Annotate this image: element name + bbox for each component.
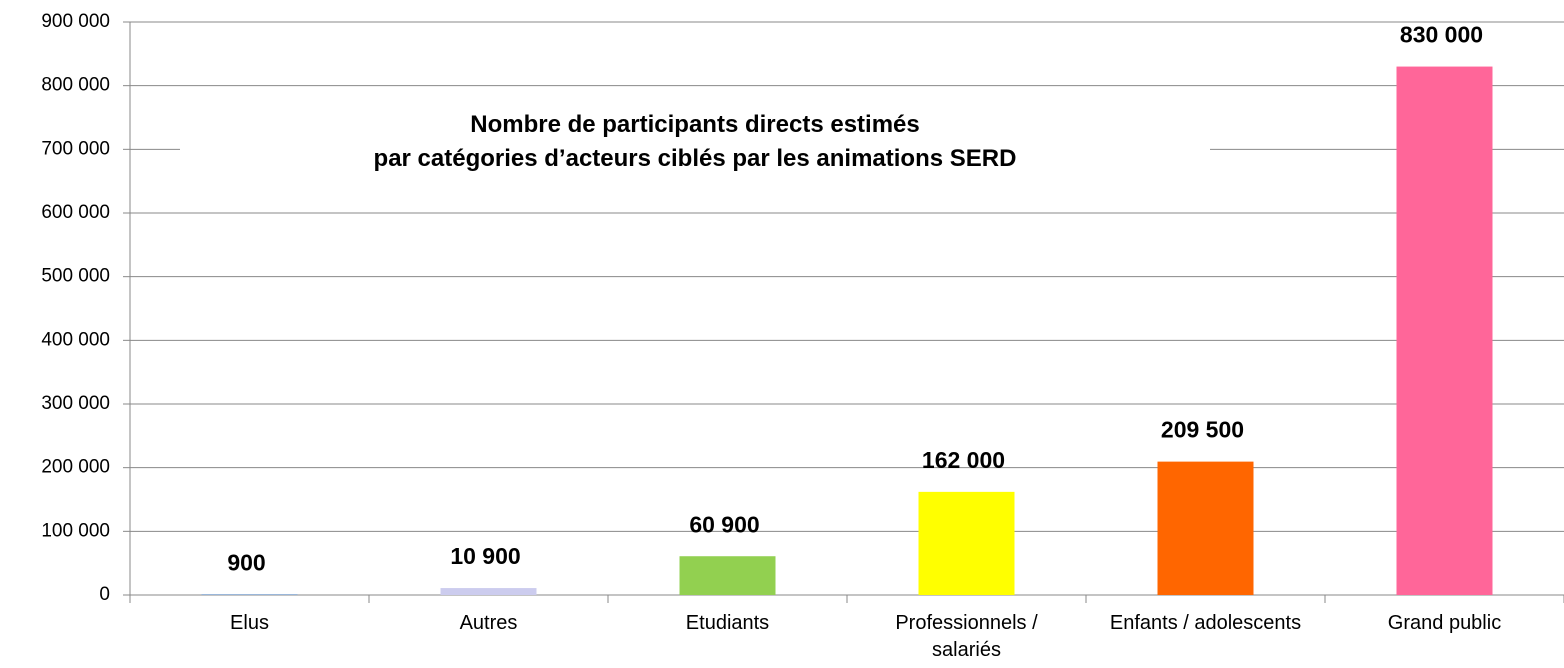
bar xyxy=(1396,66,1493,596)
value-label: 900 xyxy=(227,550,265,576)
bar xyxy=(679,556,776,595)
y-tick-label: 600 000 xyxy=(41,202,110,223)
x-tick-label: Enfants / adolescents xyxy=(1109,612,1302,634)
bar xyxy=(440,588,537,595)
bar xyxy=(201,594,298,595)
title-line: Nombre de participants directs estimés xyxy=(470,111,920,138)
x-tick-label: Grand public xyxy=(1387,612,1502,634)
x-tick-label: Elus xyxy=(230,612,269,634)
y-tick-label: 900 000 xyxy=(41,11,110,32)
y-tick-label: 700 000 xyxy=(41,138,110,159)
chart-title: Nombre de participants directs estimés p… xyxy=(180,108,1210,176)
y-tick-label: 300 000 xyxy=(41,393,110,414)
y-tick-label: 200 000 xyxy=(41,457,110,478)
value-label: 830 000 xyxy=(1400,22,1483,48)
value-label: 60 900 xyxy=(689,511,759,537)
y-tick-label: 0 xyxy=(99,584,110,605)
x-tick-label: Etudiants xyxy=(685,612,770,634)
y-tick-label: 400 000 xyxy=(41,329,110,350)
value-label: 162 000 xyxy=(922,447,1005,473)
y-tick-label: 800 000 xyxy=(41,75,110,96)
y-tick-label: 500 000 xyxy=(41,266,110,287)
bar xyxy=(918,491,1015,595)
x-tick-label: Autres xyxy=(459,612,518,634)
y-tick-label: 100 000 xyxy=(41,520,110,541)
title-line: par catégories d’acteurs ciblés par les … xyxy=(373,145,1017,172)
x-tick-label: Professionnels / salariés xyxy=(895,612,1038,661)
value-label: 10 900 xyxy=(450,543,520,569)
value-label: 209 500 xyxy=(1161,417,1244,443)
bar xyxy=(1157,461,1254,595)
